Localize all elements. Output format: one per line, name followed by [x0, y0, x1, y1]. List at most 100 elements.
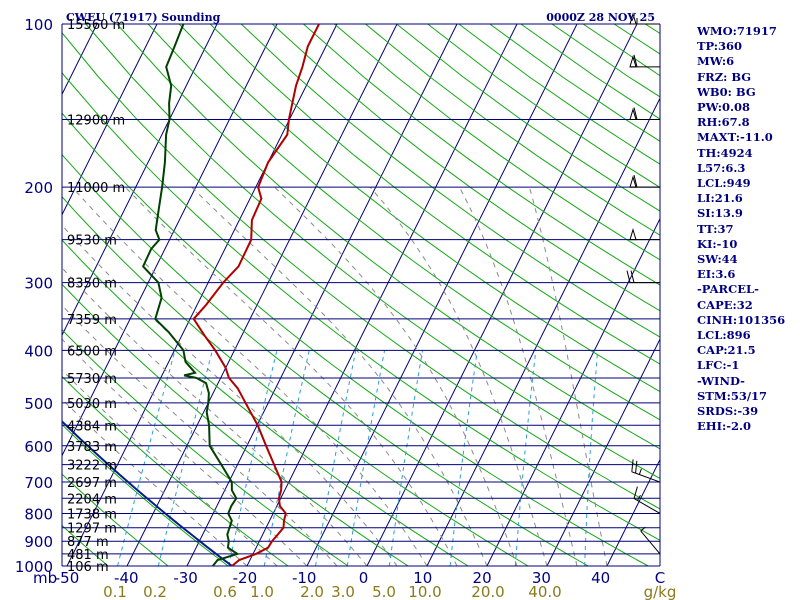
index-line: CAPE:32: [697, 297, 753, 312]
mixing-ratio-tick-label: 10.0: [408, 583, 441, 600]
index-line: LCL:896: [697, 328, 751, 343]
wind-barb: [629, 12, 660, 25]
pressure-tick-label: 400: [24, 342, 53, 360]
mixing-ratio-tick-label: 3.0: [331, 583, 355, 600]
temperature-tick-label: 0: [359, 569, 369, 587]
wind-barb-staff: [640, 530, 661, 555]
index-line: MAXT:-11.0: [697, 130, 773, 145]
index-line: KI:-10: [697, 236, 738, 251]
index-line: TP:360: [697, 39, 743, 54]
index-line: STM:53/17: [697, 388, 768, 403]
wind-barb-flag: [629, 227, 637, 241]
wind-barb-feather: [631, 459, 634, 472]
index-line: SRDS:-39: [697, 404, 759, 419]
index-line: RH:67.8: [697, 115, 750, 130]
height-label: 106 m: [67, 560, 109, 575]
mixing-ratio-tick-label: 0.2: [143, 583, 167, 600]
isotherm-line: [62, 24, 158, 216]
index-line: TT:37: [697, 221, 734, 236]
temperature-tick-label: -30: [173, 569, 198, 587]
isotherm-line: [546, 338, 660, 566]
isotherm-line: [186, 24, 458, 566]
dewpoint-trace: [141, 24, 240, 566]
wind-barb: [633, 486, 661, 514]
sounding-traces: [62, 24, 320, 566]
mixing-ratio-tick-label: 1.0: [250, 583, 274, 600]
index-line: TH:4924: [697, 145, 753, 160]
wind-barb: [626, 270, 660, 284]
index-line: L57:6.3: [697, 160, 746, 175]
wind-barb: [629, 54, 660, 68]
temperature-tick-label: 40: [591, 569, 610, 587]
wind-barb-flag: [629, 175, 637, 188]
pressure-tick-label: 600: [24, 438, 53, 456]
height-label: 12900 m: [67, 113, 125, 128]
moist-adiabat-line: [529, 187, 608, 566]
index-line: SW:44: [697, 252, 738, 267]
wind-barbs: [626, 12, 661, 555]
pressure-tick-label: 100: [24, 16, 53, 34]
index-line: WMO:71917: [697, 24, 777, 38]
index-line: LCL:949: [697, 176, 751, 191]
index-line: EHI:-2.0: [697, 419, 752, 434]
index-line: -WIND-: [697, 373, 745, 388]
index-line: CAP:21.5: [697, 343, 756, 358]
wind-barb-flag: [629, 107, 637, 120]
pressure-tick-label: 1000: [15, 558, 53, 576]
isotherm-line: [62, 24, 278, 457]
pressure-unit-label: mb: [33, 569, 57, 587]
height-label: 4384 m: [67, 419, 117, 434]
isotherm-line: [606, 458, 660, 566]
mixing-ratio-line: [315, 350, 357, 566]
moist-adiabat-line: [274, 186, 518, 566]
height-label: 7359 m: [67, 313, 117, 328]
height-label: 2204 m: [67, 492, 117, 507]
wind-barb-feather: [633, 54, 638, 68]
height-label: 1738 m: [67, 507, 117, 522]
moist-adiabat-line: [369, 186, 548, 566]
mixing-ratio-line: [449, 350, 478, 566]
height-label: 5730 m: [67, 372, 117, 387]
height-label: 11000 m: [67, 181, 125, 196]
wind-barb: [629, 107, 660, 120]
pressure-tick-label: 800: [24, 505, 53, 523]
height-label: 2697 m: [67, 476, 117, 491]
temperature-tick-label: C: [655, 569, 665, 587]
wind-barb-feather: [630, 270, 635, 283]
index-line: EI:3.6: [697, 267, 736, 282]
wind-barb: [629, 227, 660, 241]
index-line: CINH:101356: [697, 312, 786, 327]
pressure-tick-label: 200: [24, 179, 53, 197]
index-line: FRZ: BG: [697, 69, 752, 84]
wind-barb-staff: [633, 498, 661, 514]
sounding-time: 0000Z 28 NOV 25: [546, 11, 655, 24]
isotherm-line: [246, 24, 518, 566]
mixing-ratio-tick-label: 40.0: [528, 583, 561, 600]
indices-panel: WMO:71917 TP:360 MW:6 FRZ: BG WB0: BG PW:0.08…: [697, 24, 797, 434]
temperature-tick-label: 10: [413, 569, 432, 587]
wind-barb-half-feather: [640, 526, 646, 532]
index-line: SI:13.9: [697, 206, 743, 221]
wind-barb-feather: [633, 107, 638, 120]
pressure-tick-label: 500: [24, 395, 53, 413]
index-line: PW:0.08: [697, 100, 751, 115]
temperature-tick-label: -10: [292, 569, 317, 587]
parcel-curve: [62, 420, 233, 566]
pressure-tick-label: 300: [24, 275, 53, 293]
wind-barb-flag: [629, 12, 637, 25]
temperature-tick-label: -40: [114, 569, 139, 587]
isotherm-line: [62, 24, 218, 337]
mixing-ratio-tick-label: g/kg: [644, 583, 677, 600]
isotherm-line: [486, 217, 660, 566]
mixing-ratio-tick-label: 0.1: [103, 583, 127, 600]
height-label: 877 m: [67, 535, 109, 550]
wind-barb-staff: [631, 471, 661, 483]
background-grid: [62, 24, 660, 566]
mixing-ratio-line: [346, 350, 386, 566]
height-label: 15560 m: [67, 18, 125, 33]
mixing-ratio-tick-label: 5.0: [372, 583, 396, 600]
wind-barb-flag: [629, 55, 637, 68]
pressure-tick-label: 700: [24, 474, 53, 492]
temperature-tick-label: 20: [473, 569, 492, 587]
